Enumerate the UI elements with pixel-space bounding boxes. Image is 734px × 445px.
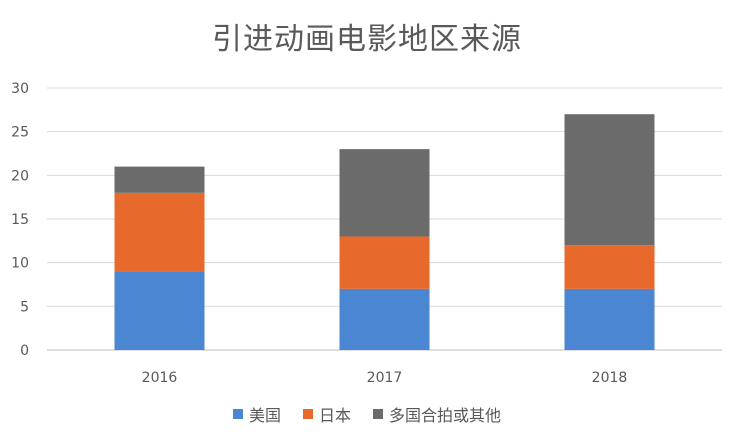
bar-2018-series-2: [564, 114, 655, 246]
x-tick-label: 2018: [592, 370, 628, 386]
y-tick-label: 0: [20, 343, 29, 359]
legend-swatch-us: [232, 409, 243, 419]
bar-2016-series-1: [114, 192, 205, 272]
bar-2017-series-1: [339, 236, 430, 289]
legend-swatch-other: [373, 409, 383, 419]
chart-legend: 美国 日本 多国合拍或其他: [0, 402, 734, 426]
bar-2017-series-0: [339, 288, 430, 350]
y-tick-label: 25: [11, 125, 29, 141]
y-tick-label: 20: [11, 168, 29, 184]
bar-2016-series-0: [114, 271, 205, 350]
legend-swatch-japan: [302, 409, 313, 419]
legend-item-us: 美国: [232, 402, 281, 426]
legend-item-other: 多国合拍或其他: [373, 402, 501, 426]
bar-2018-series-1: [564, 245, 655, 289]
y-tick-label: 15: [11, 212, 29, 228]
y-tick-label: 10: [11, 256, 29, 272]
legend-label-other: 多国合拍或其他: [389, 406, 502, 425]
x-tick-label: 2017: [367, 370, 403, 386]
legend-label-us: 美国: [248, 406, 281, 425]
chart-title: 引进动画电影地区来源: [212, 22, 522, 57]
bar-2017-series-2: [339, 149, 430, 237]
bar-2018-series-0: [564, 288, 655, 350]
y-tick-label: 5: [20, 299, 29, 315]
x-tick-label: 2016: [142, 370, 178, 386]
legend-item-japan: 日本: [302, 402, 351, 426]
y-tick-label: 30: [11, 81, 29, 97]
bar-2016-series-2: [114, 166, 205, 193]
legend-label-japan: 日本: [318, 406, 351, 425]
